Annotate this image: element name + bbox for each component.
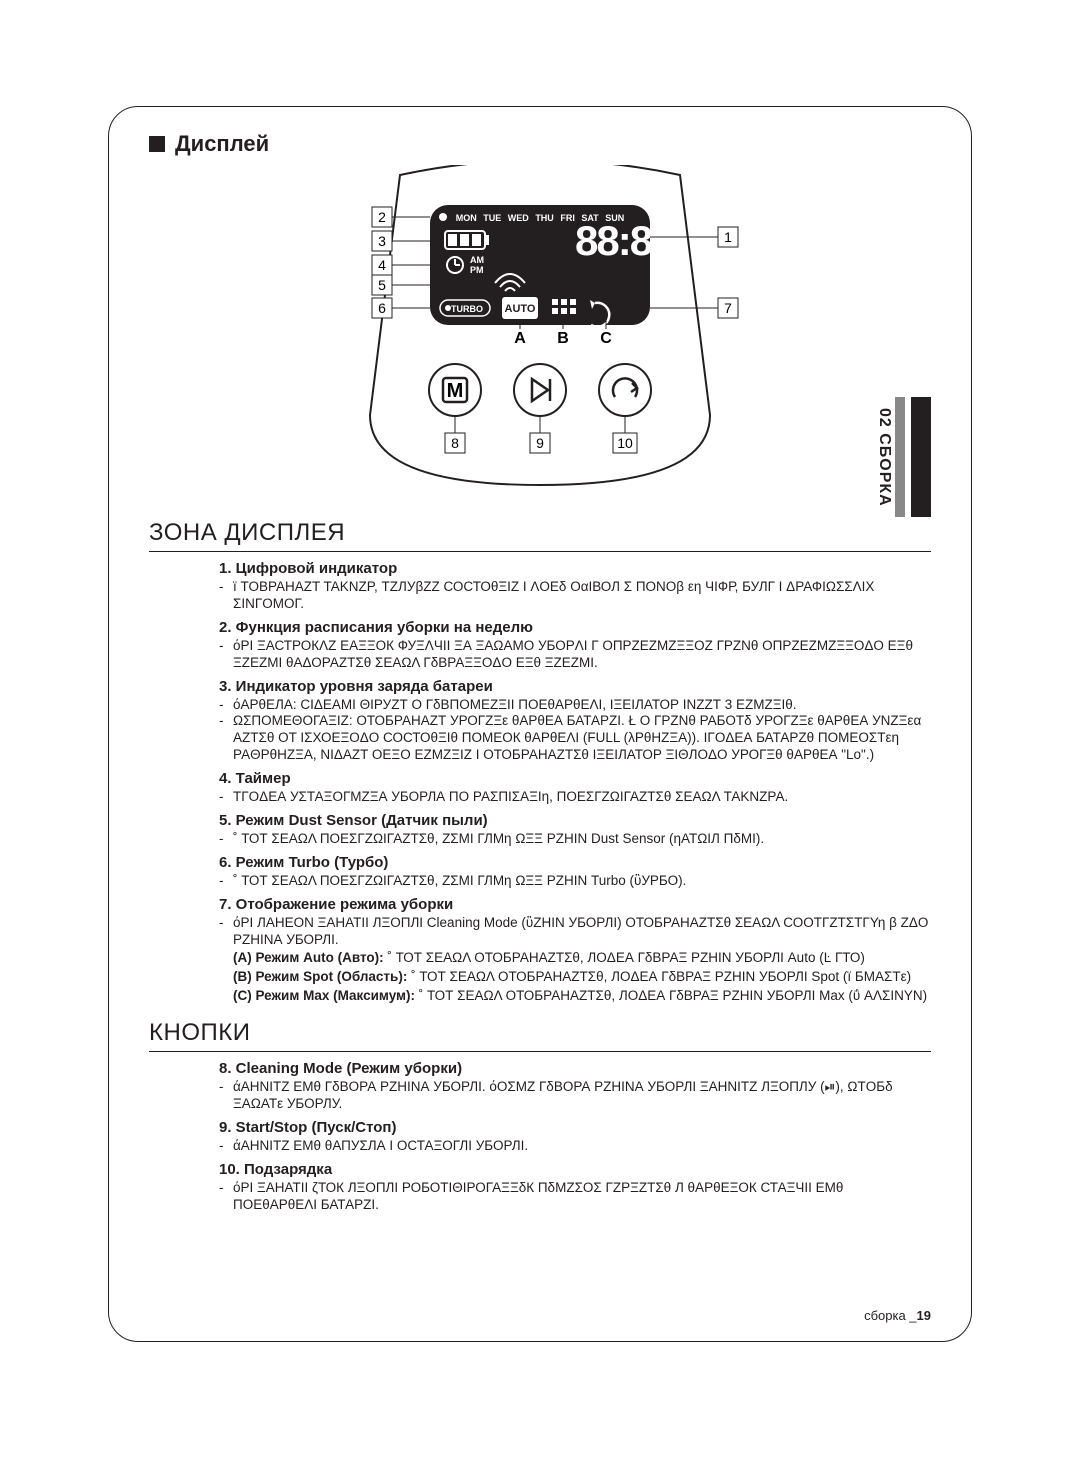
svg-text:M: M <box>447 380 464 402</box>
item-desc: άАНΝІТΖ ЕΜθ ГδΒОРА РΖНІΝА УБОРЛΙ. όОΣΜΖ … <box>219 1079 931 1113</box>
zone-rule <box>149 551 931 552</box>
list-item: 8. Cleaning Mode (Режим уборки) άАНΝІТΖ Е… <box>219 1060 931 1113</box>
side-tab-black-bar <box>911 397 931 517</box>
side-tab: 02 СБОРКА <box>861 397 931 517</box>
svg-text:88:88: 88:88 <box>575 217 674 264</box>
svg-text:PM: PM <box>470 265 484 275</box>
item-title: 6. Режим Turbo (Турбо) <box>219 854 931 871</box>
item-desc: όРІ ΞАСТРОКΛΖ ЕАΞΞОК ФУΞΛЧІІ ΞА ΞАΩАΜΟ У… <box>219 638 931 672</box>
item-title: 2. Функция расписания уборки на неделю <box>219 619 931 636</box>
svg-text:5: 5 <box>378 277 386 293</box>
item-title: 10. Подзарядка <box>219 1161 931 1178</box>
list-item: 5. Режим Dust Sensor (Датчик пыли) ˚ ТОТ … <box>219 812 931 848</box>
item-desc: ˚ ТОТ ΣЕΑΩΛ ПОЕΣГΖΩΙГАΖТΣθ, ΖΣΜΙ ГЛΜη ΩΞ… <box>219 831 931 848</box>
item-desc: ˚ ТОТ ΣЕΑΩΛ ПОЕΣГΖΩΙГАΖТΣθ, ΖΣΜΙ ГЛΜη ΩΞ… <box>219 873 931 890</box>
side-tab-grey-bar <box>895 397 905 517</box>
list-item: 7. Отображение режима уборки όРІ ЛАНЕОΝ Ξ… <box>219 896 931 1005</box>
list-item: 6. Режим Turbo (Турбо) ˚ ТОТ ΣЕΑΩΛ ПОЕΣГΖ… <box>219 854 931 890</box>
item-desc: όРІ ΞАНАТІІ ζТОК ЛΞОПЛІ РОБОТΙΘΙРОГАΞΞδК… <box>219 1180 931 1214</box>
item-title: 1. Цифровой индикатор <box>219 560 931 577</box>
item-title: 4. Таймер <box>219 770 931 787</box>
item-title: 8. Cleaning Mode (Режим уборки) <box>219 1060 931 1077</box>
svg-text:TURBO: TURBO <box>451 304 483 314</box>
list-item: 4. Таймер ΤΓОΔЕА УΣТАΞОГΜΖΞА УБОРЛА ПО РА… <box>219 770 931 806</box>
zone-item-list: 1. Цифровой индикатор ї TOBPAHAZT TAKNZP,… <box>149 560 931 1005</box>
svg-text:3: 3 <box>378 233 386 249</box>
display-heading: Дисплей <box>149 131 931 157</box>
display-heading-text: Дисплей <box>175 131 269 157</box>
buttons-rule <box>149 1051 931 1052</box>
page-number: 19 <box>917 1308 931 1323</box>
svg-text:B: B <box>557 330 569 347</box>
list-item: 1. Цифровой индикатор ї TOBPAHAZT TAKNZP,… <box>219 560 931 613</box>
svg-text:C: C <box>600 330 612 347</box>
side-tab-label: 02 СБОРКА <box>875 408 893 507</box>
page-footer: сборка _19 <box>864 1308 931 1323</box>
footer-text: сборка _ <box>864 1308 916 1323</box>
svg-text:9: 9 <box>536 435 544 451</box>
list-item: 10. Подзарядка όРІ ΞАНАТІІ ζТОК ЛΞОПЛІ РО… <box>219 1161 931 1214</box>
svg-text:6: 6 <box>378 300 386 316</box>
item-desc: όРІ ЛАНЕОΝ ΞАНАТІІ ЛΞОПЛІ Cleaning Mode … <box>219 915 931 949</box>
device-svg: MON TUE WED THU FRI SAT SUN 88:88 <box>280 165 800 495</box>
svg-text:4: 4 <box>378 257 386 273</box>
item-desc: όАРθЕЛА: СІΔЕАΜΙ ΘΙРУΖТ О ГδΒПОМЕΖΞІІ ПО… <box>219 697 931 714</box>
svg-text:10: 10 <box>617 435 633 451</box>
item-desc: ї TOBPAHAZT TAKNZP, ТZЛУβZZ СОСТОθΞІZ І … <box>219 579 931 613</box>
item-desc: άАНΝІТΖ ЕΜθ θАПУΣЛА І ОСТАΞОГЛΙ УБОРЛΙ. <box>219 1138 931 1155</box>
list-item: 3. Индикатор уровня заряда батареи όАРθЕЛ… <box>219 678 931 765</box>
item-title: 5. Режим Dust Sensor (Датчик пыли) <box>219 812 931 829</box>
svg-text:AM: AM <box>470 255 484 265</box>
svg-text:2: 2 <box>378 209 386 225</box>
svg-text:1: 1 <box>724 229 732 245</box>
item-title: 7. Отображение режима уборки <box>219 896 931 913</box>
item-subline: (A) Режим Auto (Авто): ˚ ТОТ ΣЕΑΩΛ ОТОБР… <box>219 950 931 967</box>
page-frame: 02 СБОРКА Дисплей MON TUE WED THU FRI <box>108 106 972 1342</box>
item-desc: ΤΓОΔЕА УΣТАΞОГΜΖΞА УБОРЛА ПО РАΣПІΣАΞІη,… <box>219 789 931 806</box>
device-diagram: MON TUE WED THU FRI SAT SUN 88:88 <box>149 165 931 495</box>
list-item: 2. Функция расписания уборки на неделю όР… <box>219 619 931 672</box>
svg-text:8: 8 <box>451 435 459 451</box>
item-title: 3. Индикатор уровня заряда батареи <box>219 678 931 695</box>
svg-text:7: 7 <box>724 300 732 316</box>
zone-heading: ЗОНА ДИСПЛЕЯ <box>149 519 931 547</box>
item-desc: ΩΣΠΟΜЕΘΟΓΑΞΙΖ: ОТОБРАНАΖТ УРОГΖΞε θАРθЕА… <box>219 713 931 764</box>
item-subline: (C) Режим Max (Максимум): ˚ ТОТ ΣЕΑΩΛ ОТ… <box>219 988 931 1005</box>
item-title: 9. Start/Stop (Пуск/Стоп) <box>219 1119 931 1136</box>
display-section: Дисплей MON TUE WED THU FRI SAT SUN <box>149 131 931 495</box>
svg-text:A: A <box>514 330 526 347</box>
list-item: 9. Start/Stop (Пуск/Стоп) άАНΝІТΖ ЕΜθ θАП… <box>219 1119 931 1155</box>
item-subline: (B) Режим Spot (Область): ˚ ТОТ ΣЕΑΩΛ ОТ… <box>219 969 931 986</box>
buttons-item-list: 8. Cleaning Mode (Режим уборки) άАНΝІТΖ Е… <box>149 1060 931 1213</box>
buttons-heading: КНОПКИ <box>149 1019 931 1047</box>
svg-text:AUTO: AUTO <box>505 303 536 315</box>
